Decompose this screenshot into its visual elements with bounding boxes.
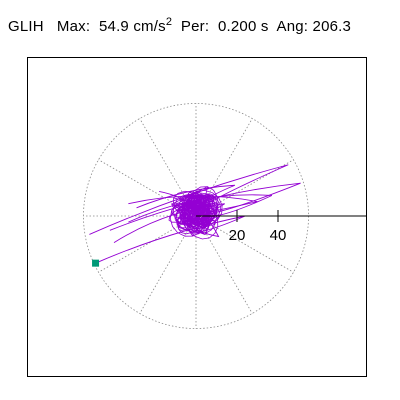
trace-loop [159,190,220,238]
axis-tick-label: 20 [229,227,246,244]
trace-loop [109,182,301,231]
endpoint-marker-group [92,259,100,267]
grid-spoke [139,118,197,217]
max-unit: cm/s [133,18,166,35]
period-label: Per: [180,18,210,35]
trace-loop [113,203,225,244]
angle-value: 206.3 [312,18,352,35]
motion-trace [89,164,301,264]
trace-loop [128,195,258,215]
period-value: 0.200 s [217,18,269,35]
record-header: GLIH Max: 54.9 cm/s2 Per: 0.200 s Ang: 2… [8,16,351,35]
trace-loop [95,215,246,264]
grid-spoke [139,215,197,314]
endpoint-marker [92,259,100,267]
trace-cluster [168,186,223,240]
max-unit-exponent: 2 [165,16,173,28]
trace-loop [136,184,236,217]
trace-loop [128,194,273,223]
direction-axis: 20 40 [196,210,366,244]
max-value: 54.9 [98,18,129,35]
trace-loop [89,164,289,235]
angle-label: Ang: [276,18,309,35]
station-code: GLIH [8,18,44,35]
max-label: Max: [56,18,91,35]
axis-tick-label: 40 [270,227,287,244]
plot-frame [27,57,367,377]
grid-spoke [195,215,294,273]
